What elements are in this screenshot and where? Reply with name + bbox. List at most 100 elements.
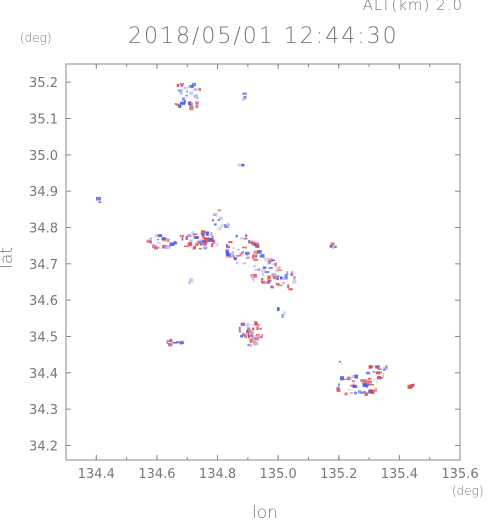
y-tick-label: 35.0 <box>29 149 58 164</box>
echo-pixel <box>247 334 250 339</box>
echo-pixel <box>198 88 201 91</box>
echo-pixel <box>253 240 256 242</box>
echo-pixel <box>255 334 260 336</box>
echo-pixel <box>233 257 237 261</box>
echo-pixel <box>193 88 198 91</box>
echo-pixel <box>277 266 281 269</box>
echo-pixel <box>245 323 250 327</box>
echo-pixel <box>193 233 198 236</box>
echo-pixel <box>281 314 284 318</box>
y-axis-ticks: 34.2 34.3 34.4 34.5 34.6 34.7 34.8 34.9 35.0 35.1… <box>29 76 460 454</box>
echo-pixel <box>288 288 293 291</box>
echo-pixel <box>200 230 206 234</box>
echo-pixel <box>354 391 357 395</box>
echo-pixel <box>377 368 382 370</box>
echo-pixel <box>253 258 258 261</box>
echo-pixel <box>242 92 247 95</box>
echo-pixel <box>177 89 183 92</box>
echo-pixel <box>293 276 296 280</box>
echo-pixel <box>410 384 414 387</box>
echo-pixel <box>197 241 202 244</box>
echo-pixel <box>216 243 219 247</box>
x-tick-label: 135.2 <box>320 467 357 482</box>
echo-pixel <box>362 391 366 393</box>
echo-pixel <box>243 237 248 240</box>
echo-pixel <box>237 249 240 251</box>
echo-pixel <box>257 250 262 254</box>
echo-pixel <box>367 383 370 386</box>
echo-pixel <box>164 245 169 249</box>
echo-pixel <box>244 334 247 338</box>
echo-pixel <box>336 386 340 390</box>
echo-pixel <box>250 240 253 244</box>
echo-pixel <box>191 231 195 235</box>
echo-pixel <box>385 365 388 370</box>
echo-pixel <box>251 323 255 326</box>
echo-pixel <box>252 327 254 330</box>
echo-pixel <box>178 104 182 108</box>
echo-pixel <box>241 98 245 101</box>
echo-pixel <box>220 224 224 228</box>
echo-pixel <box>368 377 372 380</box>
echo-pixel <box>238 163 243 167</box>
echo-pixel <box>181 97 185 101</box>
echo-pixel <box>215 212 218 217</box>
echo-pixel <box>245 234 248 237</box>
echo-pixel <box>186 90 188 93</box>
echo-pixel <box>228 241 233 243</box>
echo-pixel <box>344 392 348 396</box>
echo-pixel <box>259 327 262 330</box>
echo-pixel <box>240 237 244 240</box>
echo-pixel <box>329 245 333 248</box>
echo-pixel <box>236 261 239 265</box>
echo-pixel <box>175 103 180 106</box>
echo-pixel <box>172 341 178 344</box>
echo-pixel <box>252 254 255 259</box>
echo-pixel <box>243 96 247 99</box>
echo-pixel <box>157 247 161 249</box>
echo-pixel <box>246 253 248 256</box>
echo-pixel <box>168 247 171 249</box>
echo-pixel <box>225 249 229 253</box>
echo-pixel <box>364 379 369 384</box>
echo-pixel <box>338 360 341 363</box>
echo-pixel <box>218 227 222 231</box>
echo-pixel <box>277 284 283 287</box>
echo-pixel <box>264 257 269 262</box>
echo-pixel <box>169 242 175 246</box>
echo-pixel <box>242 262 247 265</box>
echo-pixel <box>250 274 255 278</box>
altitude-label: ALT(km) 2.0 <box>362 0 463 14</box>
echo-pixel <box>262 266 267 269</box>
echo-pixel <box>235 234 238 238</box>
echo-pixel <box>352 382 356 385</box>
echo-pixel <box>254 341 259 346</box>
echo-pixel <box>357 391 360 394</box>
echo-pixel <box>338 383 341 387</box>
echo-pixel <box>241 251 244 255</box>
echo-pixel <box>255 253 258 256</box>
echo-pixel <box>279 276 283 280</box>
echo-pixel <box>189 278 192 282</box>
y-tick-label: 34.3 <box>29 403 58 418</box>
x-tick-label: 134.6 <box>138 467 175 482</box>
echo-pixel <box>241 333 245 337</box>
x-axis-unit: (deg) <box>452 484 484 498</box>
echo-pixel <box>351 375 355 378</box>
echo-pixel <box>179 234 185 238</box>
echo-pixel <box>347 389 352 391</box>
echo-pixel <box>162 244 168 249</box>
echo-pixel <box>189 239 193 242</box>
echo-pixel <box>149 237 153 240</box>
echo-pixel <box>193 94 198 98</box>
echo-pixel <box>168 343 172 347</box>
echo-pixel <box>241 322 245 326</box>
echo-pixel <box>267 261 271 265</box>
x-tick-label: 135.4 <box>381 467 418 482</box>
echo-pixel <box>249 338 254 343</box>
echo-pixel <box>261 268 266 272</box>
echo-pixel <box>375 365 381 368</box>
echo-pixel <box>379 377 384 379</box>
echo-pixel <box>273 273 276 277</box>
echo-pixel <box>287 284 290 289</box>
